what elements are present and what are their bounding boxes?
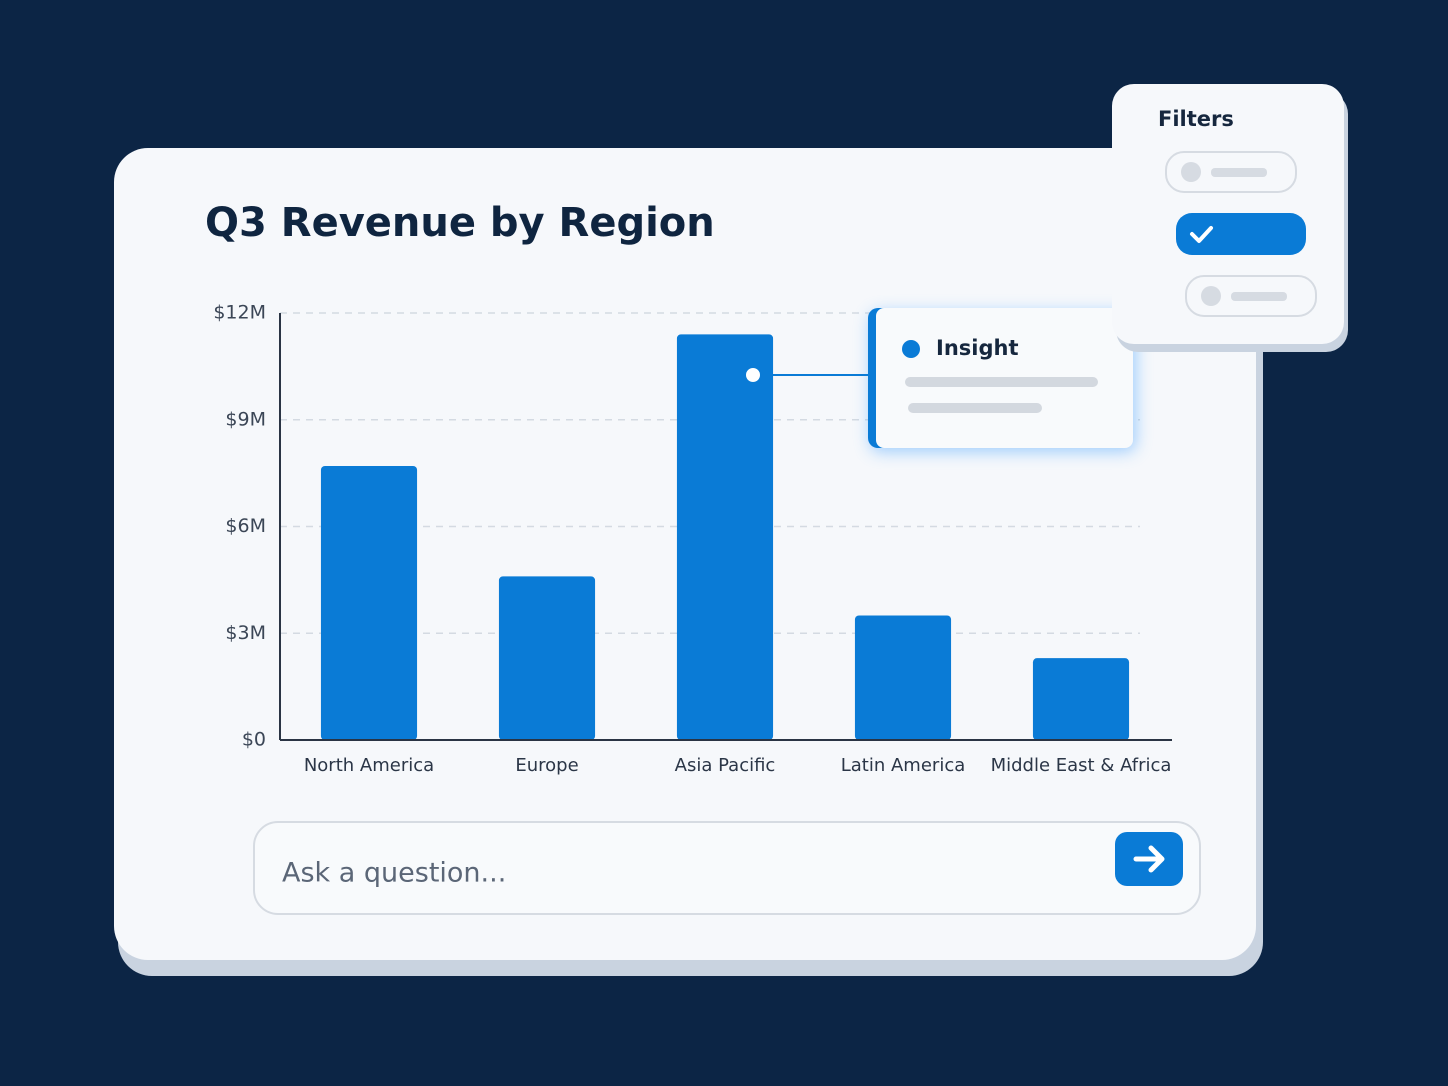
filter-knob xyxy=(1201,286,1221,306)
filter-line xyxy=(1231,292,1287,301)
y-tick-label: $6M xyxy=(225,515,266,537)
filter-knob xyxy=(1181,162,1201,182)
input-placeholder: Ask a question... xyxy=(282,858,506,889)
x-tick-label: Europe xyxy=(515,755,578,776)
x-tick-label: North America xyxy=(304,755,434,776)
plot: $0 $3M $6M $9M $12M North America Europe Asia P… xyxy=(213,302,1171,777)
x-tick-label: Latin America xyxy=(841,755,966,776)
insight-anchor xyxy=(744,366,762,384)
y-tick-label: $12M xyxy=(213,302,266,324)
insight-line xyxy=(905,377,1098,387)
x-tick-label: Middle East & Africa xyxy=(991,755,1172,776)
question-input[interactable] xyxy=(253,821,1201,915)
bar xyxy=(676,334,774,740)
x-tick-label: Asia Pacific xyxy=(675,755,776,776)
y-tick-label: $3M xyxy=(225,622,266,644)
filters-title: Filters xyxy=(1158,107,1234,131)
arrow-icon xyxy=(1133,845,1165,873)
y-tick-label: $0 xyxy=(242,729,266,751)
y-tick-label: $9M xyxy=(225,408,266,430)
bar xyxy=(1032,658,1130,740)
bar xyxy=(498,576,596,740)
check-icon xyxy=(1190,226,1213,243)
filter-toggle-active[interactable] xyxy=(1176,213,1306,255)
insight-dot xyxy=(902,340,920,358)
chart-title: Q3 Revenue by Region xyxy=(205,200,715,246)
bar xyxy=(320,466,418,740)
filter-line xyxy=(1211,168,1267,177)
insight-line xyxy=(908,403,1042,413)
insight-title: Insight xyxy=(936,336,1018,360)
bar xyxy=(854,615,952,740)
